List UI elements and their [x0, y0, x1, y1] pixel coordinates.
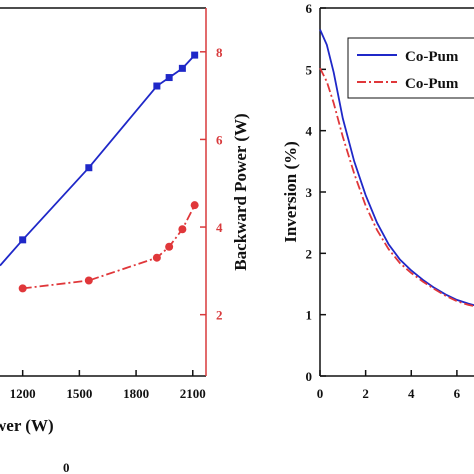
- right-y-tick-label: 8: [216, 45, 223, 60]
- inversion-y-tick-label: 2: [306, 246, 313, 261]
- legend-entry-1: Co-Pum: [405, 49, 459, 65]
- right-y-tick-label: 2: [216, 308, 223, 323]
- right-series: [319, 29, 474, 308]
- inversion-x-tick-label: 6: [454, 386, 461, 401]
- left-series-1-line: [0, 54, 196, 267]
- right-ticks: 0 2 4 6 0 1 2 3 4 5 6: [306, 1, 461, 401]
- inversion-y-tick-label: 3: [306, 185, 313, 200]
- inversion-y-tick-label: 0: [306, 369, 313, 384]
- right-y-tick-label: 6: [216, 132, 223, 147]
- left-plot-frame: [0, 7, 207, 377]
- left-series-1-point: [85, 164, 93, 172]
- left-x-tick-label: 1200: [10, 386, 36, 401]
- right-y-axis-title: Backward Power (W): [231, 113, 250, 270]
- left-x-axis-title: wer (W): [0, 416, 54, 435]
- inversion-x-tick-label: 4: [408, 386, 415, 401]
- inversion-y-axis-title: Inversion (%): [281, 141, 300, 243]
- left-series-2-point: [190, 201, 199, 210]
- left-chart: 1200 1500 1800 2100 2 4 6 8 wer (W) 0 Backward …: [0, 7, 250, 474]
- left-series-2-line: [22, 204, 196, 290]
- left-x-tick-label: 1800: [123, 386, 149, 401]
- left-series-1-point: [19, 236, 27, 244]
- left-ticks: 1200 1500 1800 2100 2 4 6 8: [10, 45, 223, 401]
- left-series-2-point: [178, 225, 187, 234]
- inversion-x-tick-label: 0: [317, 386, 324, 401]
- right-y-tick-label: 4: [216, 220, 223, 235]
- left-series-2-point: [84, 276, 93, 285]
- left-partial-tick-label: 0: [63, 460, 70, 474]
- legend-entry-2: Co-Pum: [405, 76, 459, 92]
- inversion-y-tick-label: 4: [306, 124, 313, 139]
- legend-box: [347, 37, 474, 99]
- left-series-1-point: [165, 74, 173, 82]
- inversion-series-1-line: [319, 29, 474, 307]
- inversion-x-tick-label: 2: [362, 386, 369, 401]
- left-series-2-point: [18, 284, 27, 293]
- left-series-1-point: [153, 82, 161, 90]
- left-x-tick-label: 2100: [180, 386, 206, 401]
- left-series-2-point: [152, 253, 161, 262]
- left-series-1-point: [191, 51, 199, 59]
- left-series-2-point: [165, 242, 174, 251]
- left-series: [0, 51, 199, 293]
- left-x-tick-label: 1500: [66, 386, 92, 401]
- inversion-y-tick-label: 1: [306, 308, 313, 323]
- right-chart: Inversion (%) 0 2 4 6 0 1 2 3 4 5 6 Co-Pum Co-Pum: [281, 1, 474, 401]
- inversion-y-tick-label: 5: [306, 62, 313, 77]
- left-series-1-point: [178, 64, 186, 72]
- inversion-series-2-line: [319, 67, 474, 308]
- inversion-y-tick-label: 6: [306, 1, 313, 16]
- legend: Co-Pum Co-Pum: [347, 37, 474, 99]
